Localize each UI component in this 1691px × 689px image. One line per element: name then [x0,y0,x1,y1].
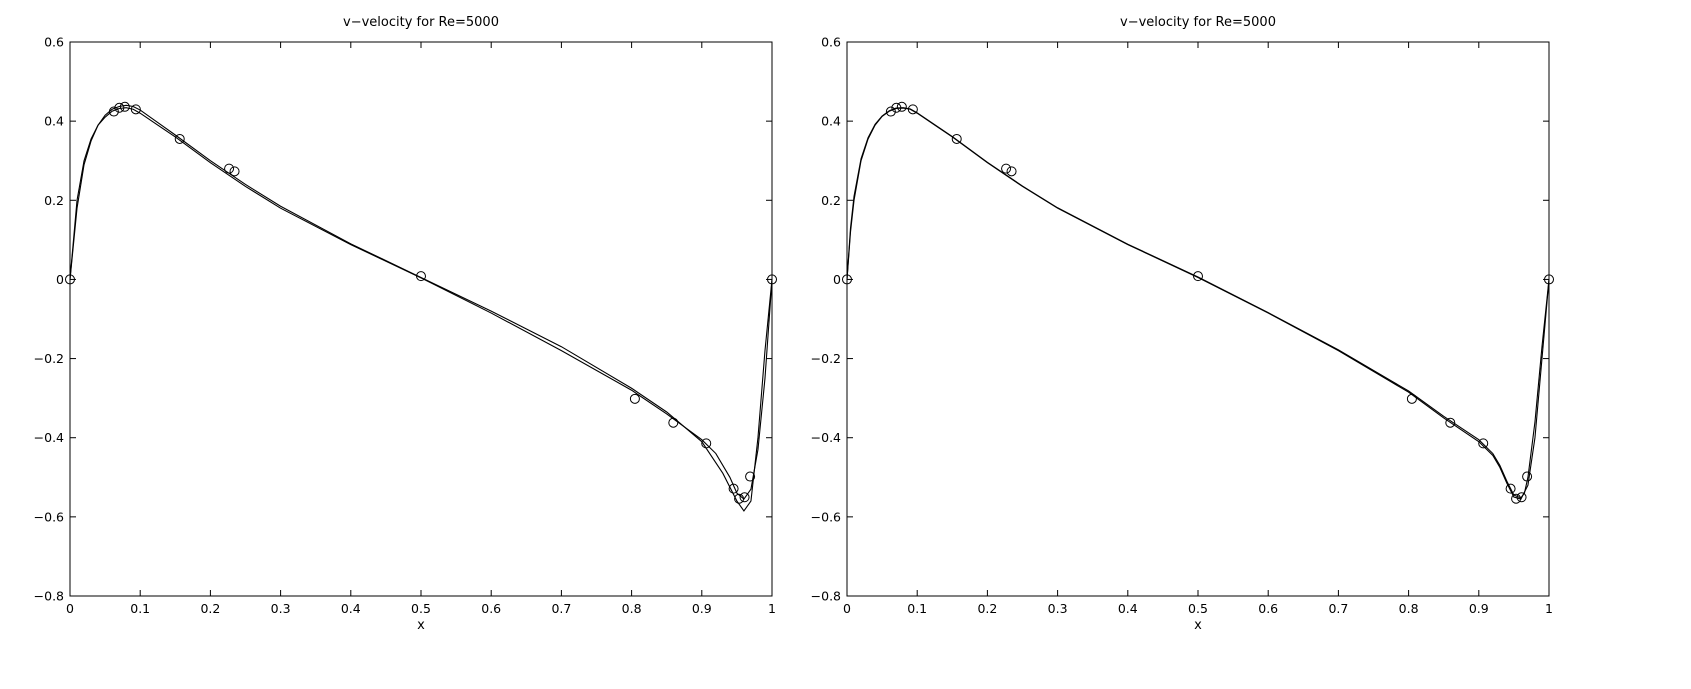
data-point-marker [119,101,130,112]
data-point-marker [1478,438,1489,449]
x-tick-label: 0.6 [481,601,501,616]
data-point-marker [1193,271,1203,282]
data-point-marker [885,106,896,117]
data-point-marker [668,417,679,428]
x-axis-label: x [417,618,425,633]
data-point-marker [1406,393,1417,404]
x-tick-label: 0.5 [1188,601,1208,616]
data-point-marker [1511,493,1522,504]
x-tick-label: 0.5 [411,601,431,616]
data-point-marker [65,274,75,285]
data-point-marker [629,393,640,404]
y-tick-label: −0.8 [34,589,64,604]
y-tick-label: 0.6 [44,35,64,50]
data-point-marker [842,274,852,285]
data-point-marker [728,483,739,494]
data-point-marker [907,104,918,115]
data-point-marker [951,133,962,144]
y-tick-label: −0.2 [34,351,64,366]
data-point-marker [1001,163,1012,174]
y-tick-label: 0.6 [821,35,841,50]
data-point-marker [1505,483,1516,494]
x-tick-label: 1 [768,601,776,616]
y-tick-label: −0.2 [811,351,841,366]
x-tick-label: 0 [843,601,851,616]
series-line-2 [69,107,773,500]
chart-title: v−velocity for Re=5000 [1120,15,1276,30]
chart-panel-2: v−velocity for Re=5000 0 0.1 0.2 0.3 0.4 0.5 0.… [811,15,1554,633]
y-tick-label: −0.6 [811,509,841,524]
data-point-marker [745,471,756,482]
x-tick-label: 1 [1545,601,1553,616]
x-tick-label: 0 [66,601,74,616]
data-point-marker [896,101,907,112]
series-line-1 [69,104,773,512]
y-tick-label: −0.4 [811,430,841,445]
series-line-2 [846,107,1550,499]
y-tick-label: 0 [56,272,64,287]
x-tick-label: 0.1 [907,601,927,616]
y-tick-label: 0 [833,272,841,287]
data-point-marker [701,438,712,449]
data-point-marker [1006,166,1017,177]
x-tick-label: 0.7 [551,601,571,616]
x-tick-label: 0.4 [1118,601,1138,616]
x-tick-label: 0.4 [341,601,361,616]
data-point-marker [114,102,125,113]
x-tick-label: 0.2 [200,601,220,616]
y-tick-label: 0.2 [821,193,841,208]
x-tick-label: 0.3 [1048,601,1068,616]
y-tick-label: 0.4 [44,114,64,129]
data-point-marker [224,163,235,174]
series-line-1 [846,107,1550,500]
data-point-marker [1544,274,1554,285]
x-tick-label: 0.6 [1258,601,1278,616]
data-point-marker [416,271,426,282]
y-tick-label: −0.4 [34,430,64,445]
data-point-marker [739,492,750,503]
x-tick-label: 0.9 [692,601,712,616]
x-tick-label: 0.8 [1399,601,1419,616]
plot-frame [846,41,1550,597]
y-tick-label: −0.8 [811,589,841,604]
y-tick-label: 0.4 [821,114,841,129]
data-point-marker [1445,417,1456,428]
data-point-marker [891,102,902,113]
data-point-marker [767,274,777,285]
chart-panel-1: v−velocity for Re=5000 0 0.1 0.2 0.3 0.4 0.5 0.… [34,15,777,633]
y-tick-label: 0.2 [44,193,64,208]
data-point-marker [1516,492,1527,503]
x-tick-label: 0.1 [130,601,150,616]
data-point-marker [174,133,185,144]
x-tick-label: 0.2 [977,601,997,616]
data-point-marker [734,493,745,504]
x-tick-label: 0.7 [1328,601,1348,616]
data-point-marker [108,106,119,117]
chart-title: v−velocity for Re=5000 [343,15,499,30]
x-tick-label: 0.3 [271,601,291,616]
plot-frame [69,41,773,597]
x-tick-label: 0.9 [1469,601,1489,616]
data-point-marker [130,104,141,115]
y-tick-label: −0.6 [34,509,64,524]
data-point-marker [1522,471,1533,482]
data-point-marker [229,166,240,177]
x-tick-label: 0.8 [622,601,642,616]
x-axis-label: x [1194,618,1202,633]
